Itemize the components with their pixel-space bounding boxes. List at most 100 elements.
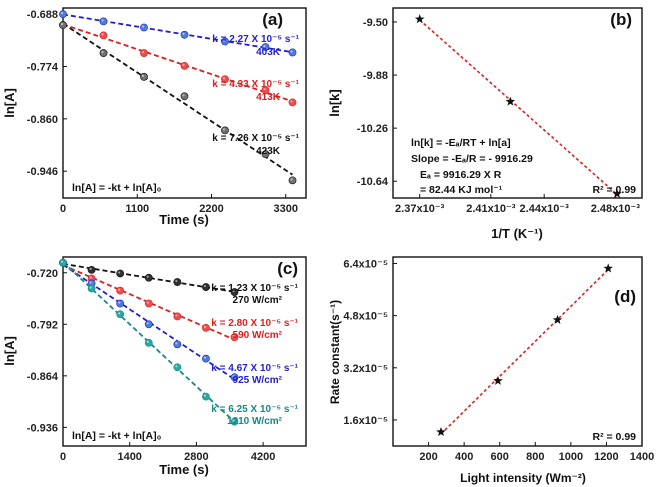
panel-c-point <box>202 354 210 363</box>
panel-a-point-highlight <box>290 50 293 53</box>
panel-c-ylabel: ln[A] <box>2 336 17 366</box>
panel-c-t-590: 590 W/cm² <box>233 330 283 341</box>
panel-c-point <box>230 373 239 382</box>
panel-c: 0 1400 2800 4200 -0.720 -0.792 -0.864 -0.936 (c… <box>2 256 307 477</box>
panel-c-point <box>116 310 125 319</box>
panel-c-frame <box>62 256 307 447</box>
panel-d-ytick-label: 1.6x10⁻⁵ <box>343 415 388 427</box>
panel-a-point <box>59 10 67 18</box>
panel-c-point <box>230 288 239 296</box>
panel-d-star-point <box>436 426 446 437</box>
panel-a-fit-line-0 <box>62 13 293 54</box>
panel-a-point <box>288 176 297 185</box>
panel-a-xtick-label: 1100 <box>125 203 149 215</box>
panel-c-point <box>202 283 210 291</box>
panel-a-k-413: k = 4.33 X 10⁻⁵ s⁻¹ <box>212 79 299 90</box>
panel-a-point <box>180 92 189 101</box>
panel-a-point-highlight <box>101 33 104 36</box>
panel-b-result: = 82.44 KJ mol⁻¹ <box>420 184 503 196</box>
panel-b-r2: R² = 0.99 <box>593 184 637 196</box>
panel-c-point <box>173 278 182 286</box>
panel-b-eq-3: Eₐ = 9916.29 X R <box>420 169 502 181</box>
panel-b-ytick-label: -10.64 <box>357 176 389 188</box>
panel-c-point-highlight <box>203 356 207 359</box>
panel-a-point-highlight <box>290 178 293 181</box>
panel-c-point <box>173 340 182 349</box>
panel-b-xtick-label: 2.44x10⁻³ <box>520 203 570 215</box>
panel-d-r2: R² = 0.99 <box>593 431 637 443</box>
panel-a-point <box>261 150 270 159</box>
panel-c-point-highlight <box>118 271 121 274</box>
panel-c-ytick-label: -0.864 <box>27 371 59 383</box>
panel-d-xtick-label: 600 <box>491 451 509 463</box>
panel-b-eq-1: ln[k] = -Eₐ/RT + ln[a] <box>411 137 511 149</box>
panel-a-point <box>221 126 229 135</box>
panel-a-point-highlight <box>263 44 266 48</box>
panel-c-t-270: 270 W/cm² <box>233 295 283 306</box>
panel-c-point <box>116 269 125 278</box>
panel-d-xtick-label: 800 <box>526 451 544 463</box>
panel-d-frame <box>392 256 643 447</box>
panel-a-xtick-label: 3300 <box>274 203 298 215</box>
panel-a-point-highlight <box>141 74 145 77</box>
panel-a-point-highlight <box>222 128 226 131</box>
panel-a-point-highlight <box>60 22 64 26</box>
panel-b-label: (b) <box>610 10 632 29</box>
panel-a-t-413: 413K <box>256 92 281 103</box>
panel-a-point-highlight <box>222 77 226 80</box>
panel-a-point <box>180 30 189 39</box>
panel-c-xlabel: Time (s) <box>159 462 209 477</box>
panel-c-point-highlight <box>232 289 235 293</box>
panel-d-xtick-label: 1200 <box>594 451 618 463</box>
panel-a-xtick-label: 0 <box>60 203 66 215</box>
panel-c-point-highlight <box>175 365 178 368</box>
panel-a-ytick-label: -0.688 <box>27 9 58 21</box>
panel-a-frame <box>62 7 307 199</box>
panel-c-xtick-label: 4200 <box>251 451 275 463</box>
panel-a: 0 1100 2200 3300 -0.688 -0.774 -0.860 -0.946 (a… <box>2 7 307 227</box>
panel-d-xtick-label: 400 <box>455 451 473 463</box>
panel-b-ytick-label: -9.50 <box>363 17 388 29</box>
panel-d-label: (d) <box>614 287 636 306</box>
panel-a-ytick-label: -0.946 <box>27 166 58 178</box>
panel-a-point <box>140 23 148 32</box>
panel-d-ytick-label: 3.2x10⁻⁵ <box>343 363 388 375</box>
panel-d-star-point <box>493 375 503 385</box>
panel-a-k-423: k = 7.26 X 10⁻⁵ s⁻¹ <box>212 133 299 144</box>
panel-a-ylabel: ln[A] <box>2 88 17 118</box>
panel-c-point-highlight <box>203 325 207 328</box>
panel-c-point-highlight <box>89 281 92 284</box>
panel-a-ytick-label: -0.774 <box>27 61 59 73</box>
panel-c-point <box>144 339 153 347</box>
panel-c-point-highlight <box>60 260 64 263</box>
panel-b-star-point <box>612 188 622 198</box>
panel-a-point-highlight <box>101 19 104 22</box>
panel-a-xtick-label: 2200 <box>199 203 223 215</box>
panel-c-point-highlight <box>89 286 92 289</box>
panel-a-point <box>261 43 270 51</box>
panel-d-fit-line <box>440 269 609 435</box>
panel-b-ytick-label: -10.26 <box>357 123 388 135</box>
panel-c-point <box>173 312 182 321</box>
panel-d-ytick-label: 4.8x10⁻⁵ <box>343 311 388 323</box>
panel-d: 200 400 600 800 1000 1200 1400 1.6x10⁻⁵ 3.2x10⁻⁵… <box>328 256 654 485</box>
panel-d-star-point <box>603 263 613 273</box>
panel-a-point-highlight <box>141 25 145 28</box>
panel-c-point-highlight <box>146 301 149 304</box>
panel-a-point <box>140 72 148 81</box>
panel-b: 2.37x10⁻³ 2.41x10⁻³ 2.44x10⁻³ 2.48x10⁻³ -9.5… <box>327 7 643 241</box>
panel-c-k-590: k = 2.80 X 10⁻⁵ s⁻¹ <box>211 318 298 329</box>
panel-b-xtick-label: 2.48x10⁻³ <box>591 203 641 215</box>
panel-c-point-highlight <box>232 335 235 338</box>
panel-c-point-highlight <box>118 301 121 304</box>
panel-c-label: (c) <box>277 259 298 278</box>
panel-c-point <box>230 333 239 342</box>
panel-a-point-highlight <box>290 100 293 103</box>
panel-a-point-highlight <box>182 63 185 66</box>
panel-c-point <box>116 286 125 295</box>
panel-b-ytick-label: -9.88 <box>363 70 388 82</box>
panel-c-point <box>59 258 67 267</box>
panel-a-point-highlight <box>263 88 266 91</box>
panel-a-t-423: 423K <box>256 146 281 157</box>
panel-c-point-highlight <box>118 312 121 315</box>
